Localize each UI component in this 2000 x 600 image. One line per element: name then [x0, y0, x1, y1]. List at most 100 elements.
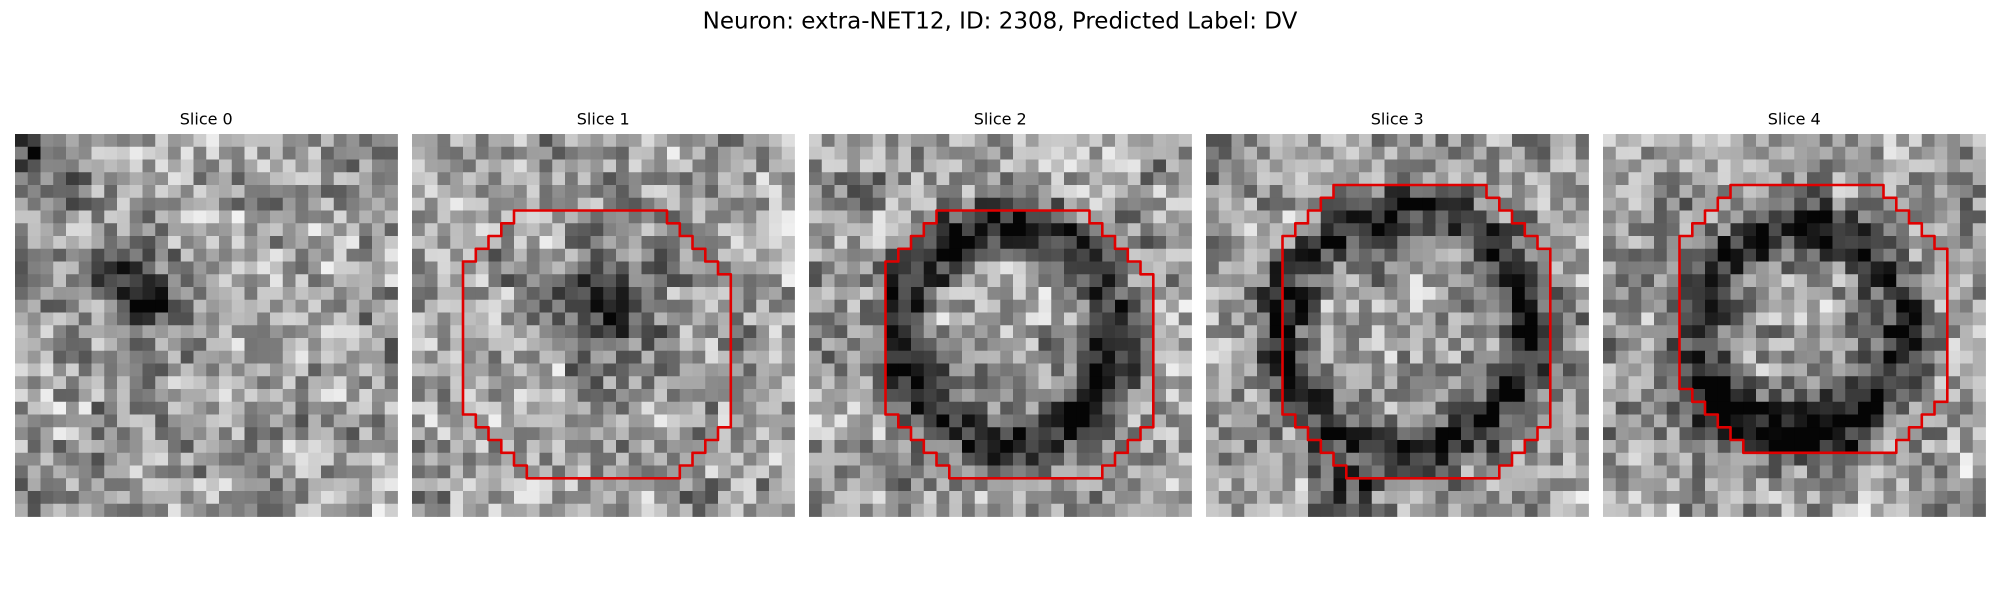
pixel	[1537, 312, 1551, 326]
pixel	[641, 197, 655, 211]
pixel	[1934, 325, 1948, 339]
pixel	[769, 376, 783, 390]
pixel	[1282, 389, 1296, 403]
pixel	[514, 299, 528, 313]
pixel	[1013, 491, 1027, 505]
pixel	[282, 248, 296, 262]
pixel	[66, 146, 80, 160]
pixel	[1858, 223, 1872, 237]
pixel	[308, 350, 322, 364]
pixel	[1308, 478, 1322, 492]
pixel	[834, 376, 848, 390]
pixel	[53, 376, 67, 390]
pixel	[1435, 414, 1449, 428]
pixel	[475, 503, 489, 517]
pixel	[53, 299, 67, 313]
pixel	[372, 172, 386, 186]
pixel	[1000, 376, 1014, 390]
pixel	[885, 401, 899, 415]
pixel	[860, 350, 874, 364]
pixel	[1000, 197, 1014, 211]
pixel	[1206, 427, 1220, 441]
pixel	[1563, 261, 1577, 275]
pixel	[616, 210, 630, 224]
pixel	[384, 146, 398, 160]
pixel	[1499, 248, 1513, 262]
pixel	[1730, 248, 1744, 262]
pixel	[1679, 159, 1693, 173]
pixel	[1972, 299, 1986, 313]
pixel	[180, 274, 194, 288]
pixel	[1282, 274, 1296, 288]
pixel	[1628, 172, 1642, 186]
pixel	[450, 401, 464, 415]
pixel	[898, 478, 912, 492]
pixel	[539, 427, 553, 441]
pixel	[1781, 236, 1795, 250]
pixel	[809, 172, 823, 186]
pixel	[974, 465, 988, 479]
pixel	[705, 223, 719, 237]
pixel	[1537, 491, 1551, 505]
pixel	[1038, 146, 1052, 160]
pixel	[1359, 197, 1373, 211]
pixel	[1013, 427, 1027, 441]
pixel	[1934, 376, 1948, 390]
pixel	[1486, 210, 1500, 224]
pixel	[974, 223, 988, 237]
pixel	[488, 401, 502, 415]
pixel	[1038, 134, 1052, 148]
pixel	[1333, 134, 1347, 148]
pixel	[1448, 146, 1462, 160]
pixel	[667, 414, 681, 428]
pixel	[1909, 274, 1923, 288]
pixel	[27, 465, 41, 479]
pixel	[590, 210, 604, 224]
pixel	[1244, 478, 1258, 492]
pixel	[270, 389, 284, 403]
pixel	[450, 172, 464, 186]
pixel	[219, 172, 233, 186]
pixel	[1615, 146, 1629, 160]
pixel	[1756, 491, 1770, 505]
pixel	[1257, 350, 1271, 364]
pixel	[180, 197, 194, 211]
pixel	[129, 312, 143, 326]
pixel	[308, 465, 322, 479]
pixel	[1269, 350, 1283, 364]
pixel	[1089, 325, 1103, 339]
pixel	[1166, 248, 1180, 262]
pixel	[1603, 299, 1617, 313]
pixel	[193, 491, 207, 505]
pixel	[590, 236, 604, 250]
pixel	[1244, 389, 1258, 403]
pixel	[1743, 134, 1757, 148]
pixel	[359, 210, 373, 224]
pixel	[1654, 299, 1668, 313]
pixel	[53, 134, 67, 148]
pixel	[346, 210, 360, 224]
pixel	[1654, 491, 1668, 505]
pixel	[450, 491, 464, 505]
pixel	[1397, 210, 1411, 224]
pixel	[1934, 134, 1948, 148]
pixel	[1524, 261, 1538, 275]
pixel	[1038, 287, 1052, 301]
pixel	[860, 134, 874, 148]
pixel	[155, 427, 169, 441]
pixel	[91, 452, 105, 466]
pixel	[1025, 350, 1039, 364]
pixel	[1756, 363, 1770, 377]
pixel	[1422, 223, 1436, 237]
pixel	[1410, 134, 1424, 148]
pixel	[1333, 159, 1347, 173]
pixel	[1178, 185, 1192, 199]
pixel	[565, 185, 579, 199]
pixel	[1628, 401, 1642, 415]
pixel	[1575, 452, 1589, 466]
pixel	[475, 274, 489, 288]
pixel	[1960, 389, 1974, 403]
pixel	[1603, 440, 1617, 454]
pixel	[860, 503, 874, 517]
pixel	[1166, 274, 1180, 288]
